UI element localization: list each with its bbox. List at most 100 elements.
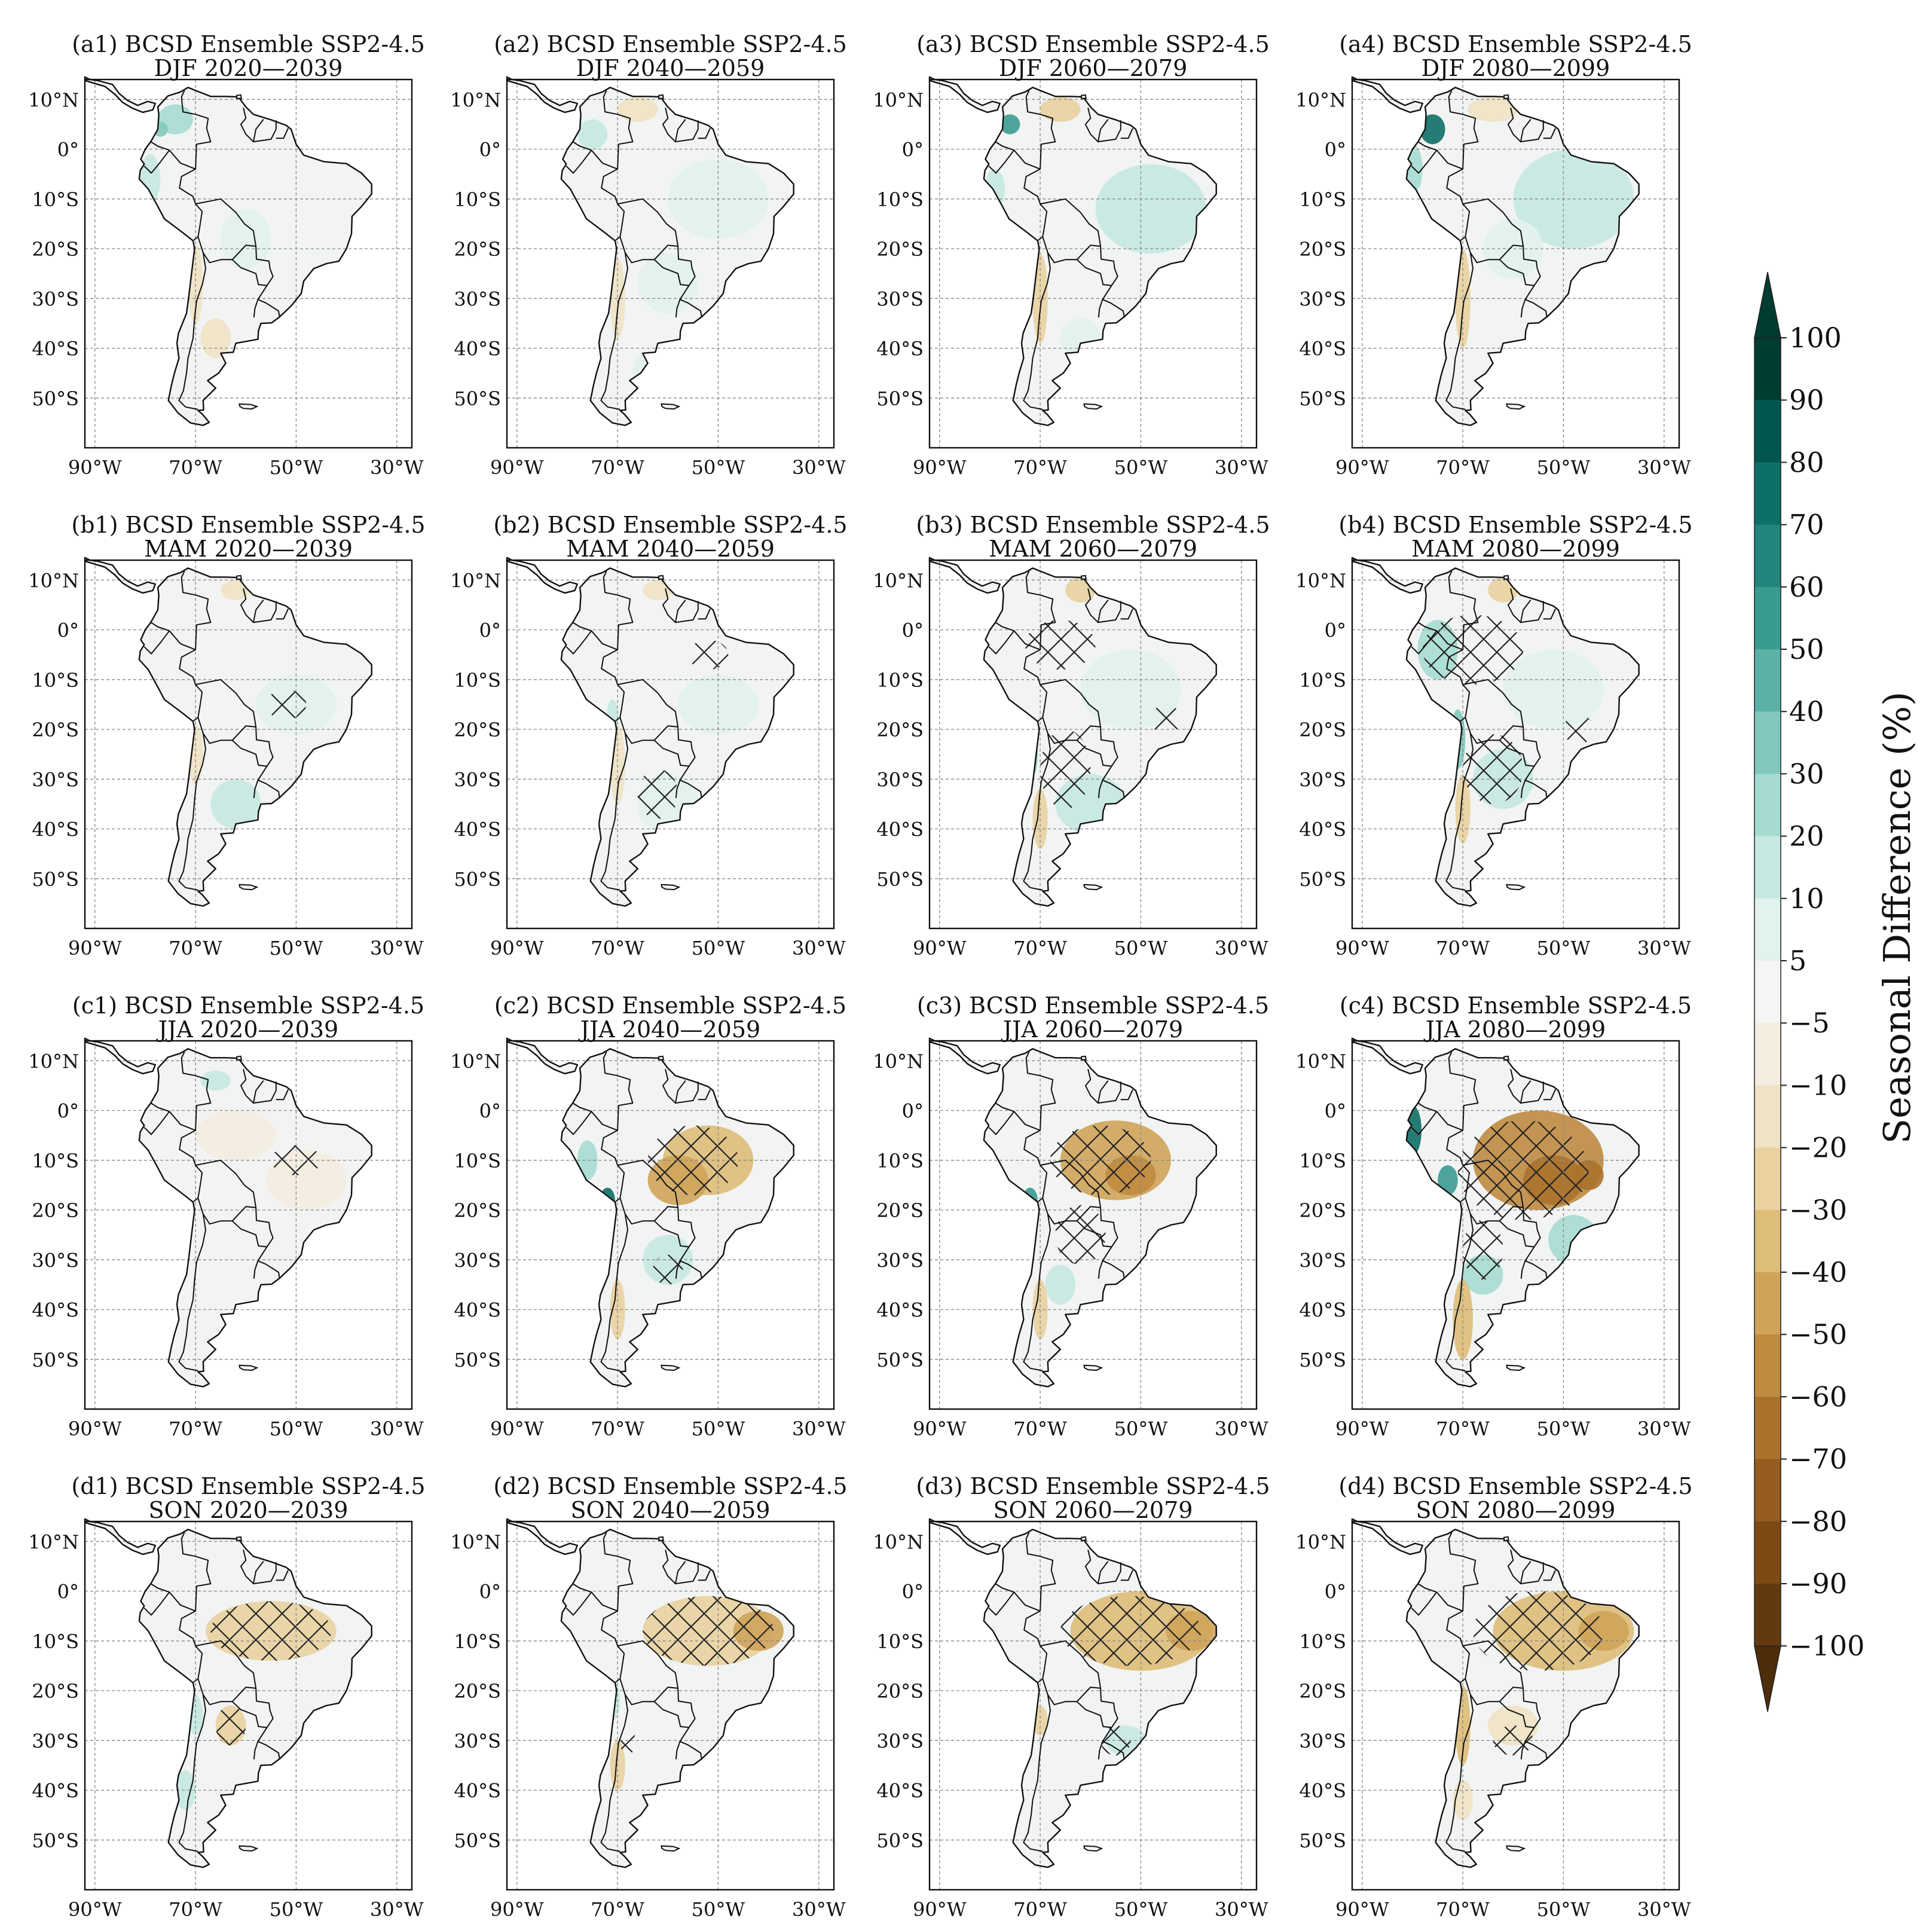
colorbar-tick-label: 20 [1789,820,1824,853]
lon-tick-label: 90°W [1335,1898,1389,1921]
panel-model: BCSD Ensemble SSP2-4.5 [970,1473,1270,1499]
colorbar-tick-label: 40 [1789,695,1824,728]
anomaly-region [1040,97,1081,122]
country-border [680,298,702,317]
panel-frame [928,78,1258,449]
island [236,575,242,580]
country-border [1023,1129,1048,1202]
lat-tick-label: 20°S [876,719,924,741]
anomaly-region [1032,1279,1048,1340]
country-border [619,1678,678,1706]
lon-tick-label: 50°W [1537,1417,1591,1440]
colorbar-tick-label: −5 [1789,1007,1830,1039]
island [1081,1055,1087,1061]
panel-frame [1351,1520,1680,1891]
panel-season: SON [993,1497,1047,1523]
lat-tick-label: 50°S [876,868,924,891]
lat-tick-label: 20°S [1299,719,1346,741]
island [1083,1364,1103,1371]
country-border [1040,198,1102,247]
country-border [565,1111,592,1135]
panel-frame [1351,559,1680,930]
coastline-central-america [928,76,1001,114]
panel-period: 2060—2079 [1045,1016,1183,1043]
panel-label: (c1) [72,992,124,1019]
country-border [1084,588,1099,623]
lat-tick-label: 50°S [1299,1829,1346,1852]
lat-tick-label: 40°S [876,818,924,841]
anomaly-region [195,1110,276,1160]
lat-tick-label: 20°S [32,719,79,741]
lon-tick-label: 70°W [169,1898,222,1921]
colorbar-tick-label: 70 [1789,509,1824,541]
country-border [572,570,634,650]
panel-season: SON [1416,1497,1470,1523]
panel-model: BCSD Ensemble SSP2-4.5 [970,512,1270,538]
lon-tick-label: 50°W [692,1417,745,1440]
colorbar-bin [1754,1023,1781,1086]
island [1503,1055,1509,1061]
lat-tick-label: 10°S [454,188,501,211]
colorbar-bin [1754,836,1781,899]
significance-hatch [265,689,307,720]
country-border [617,198,679,247]
country-border [1465,1678,1524,1706]
lat-tick-label: 10°S [1299,1630,1346,1653]
coastline-central-america [506,557,578,594]
country-border [1525,1260,1548,1279]
panel-title: (b2) BCSD Ensemble SSP2-4.5 [493,512,847,538]
panel-label: (c2) [494,992,546,1019]
country-border [231,726,274,767]
panel-season: MAM [1411,536,1474,562]
panel-season: MAM [989,536,1051,562]
lat-tick-label: 10°N [1295,88,1346,111]
panel-model: BCSD Ensemble SSP2-4.5 [548,512,848,538]
coastline-central-america [928,557,1001,594]
country-border [1102,1260,1125,1279]
country-border [1097,599,1121,624]
country-border [178,1694,206,1852]
lat-tick-label: 20°S [1299,1199,1346,1222]
lon-tick-label: 50°W [1114,1417,1168,1440]
colorbar-extend-min [1754,1645,1781,1712]
lon-tick-label: 50°W [1537,937,1591,960]
island [239,884,259,891]
colorbar-tick-label: 60 [1789,571,1824,603]
colorbar-tick-label: −100 [1789,1630,1864,1662]
lat-tick-label: 50°S [454,1349,501,1371]
country-border [1040,679,1102,728]
country-border [1507,108,1521,142]
lat-tick-label: 40°S [876,1299,924,1322]
colorbar-bin [1754,462,1781,525]
panel-period: 2020—2039 [200,1016,338,1043]
panel-title: (d2) BCSD Ensemble SSP2-4.5 [493,1473,847,1499]
country-border [1023,1214,1051,1371]
panel-title: (d4) BCSD Ensemble SSP2-4.5 [1338,1473,1692,1499]
country-border [197,717,256,744]
island [1506,884,1526,891]
lon-tick-label: 30°W [792,1417,846,1440]
lon-tick-label: 90°W [1335,937,1389,960]
country-border [178,252,206,410]
lat-tick-label: 10°N [873,1530,924,1553]
panel-subtitle: DJF 2080—2099 [1422,55,1610,81]
country-border [674,118,699,143]
lon-tick-label: 30°W [1637,1898,1691,1921]
country-border [600,252,628,410]
country-border [1084,1069,1099,1104]
panel-period: 2080—2099 [1468,1016,1606,1043]
island [1503,575,1509,580]
country-border [1084,1550,1099,1584]
lat-tick-label: 40°S [32,338,79,360]
lat-tick-label: 10°N [873,1050,924,1073]
country-border [253,1727,268,1760]
lat-tick-label: 20°S [876,1680,924,1703]
anomaly-region [1482,219,1543,279]
lat-tick-label: 20°S [32,1199,79,1222]
country-border [1023,252,1051,410]
